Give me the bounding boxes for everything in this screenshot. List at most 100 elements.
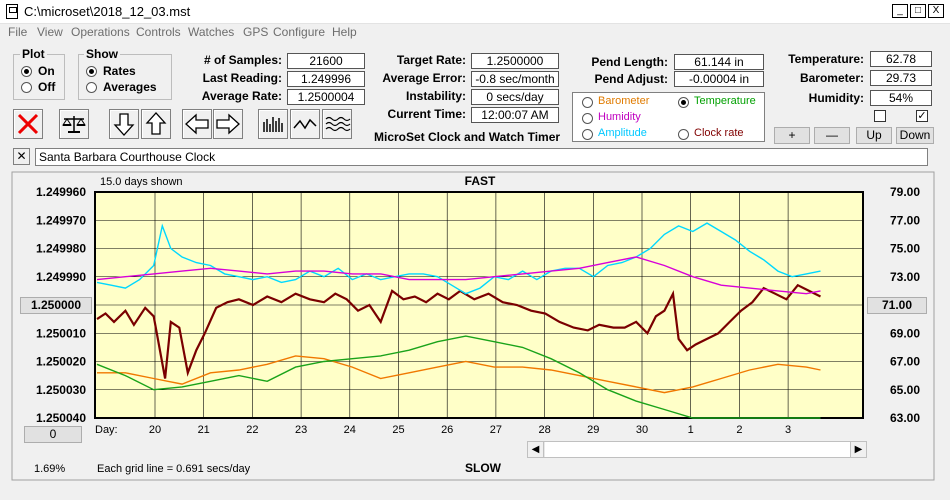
scroll-right-button[interactable]: [213, 109, 243, 139]
line-view-button[interactable]: [290, 109, 320, 139]
menu-operations[interactable]: Operations: [71, 25, 130, 39]
x-tick: 24: [344, 424, 356, 436]
plot-on-label: On: [38, 64, 55, 78]
y-tick-left: 1.249960: [36, 185, 86, 199]
instability-label: Instability:: [405, 89, 466, 103]
x-tick: 28: [538, 424, 550, 436]
barometer-field: 29.73: [870, 70, 932, 86]
show-rates-radio[interactable]: [86, 66, 97, 77]
clock-name-input[interactable]: Santa Barbara Courthouse Clock: [35, 148, 928, 166]
stop-button[interactable]: [13, 109, 43, 139]
y-tick-left: 1.250010: [36, 326, 86, 340]
slow-label: SLOW: [465, 461, 502, 475]
y-tick-left: 1.249970: [36, 213, 86, 227]
menu-controls[interactable]: Controls: [136, 25, 181, 39]
clock-rate-label: Clock rate: [694, 127, 744, 139]
temperature-radio[interactable]: [678, 97, 689, 108]
red-x-icon: [17, 113, 39, 135]
horizontal-scrollbar[interactable]: ◀ ▶: [527, 441, 867, 458]
y-tick-right: 77.00: [890, 213, 920, 227]
day-axis-label: Day:: [95, 424, 118, 436]
right-axis-button[interactable]: 71.00: [867, 297, 927, 314]
x-tick: 22: [246, 424, 258, 436]
clear-clock-name-button[interactable]: ✕: [13, 148, 30, 165]
show-group: [78, 54, 172, 100]
y-tick-left: 1.250030: [36, 383, 86, 397]
y-tick-right: 67.00: [890, 355, 920, 369]
last-reading-field: 1.249996: [287, 71, 365, 87]
series-line: [96, 222, 821, 295]
barometer-env-label: Barometer:: [799, 71, 864, 85]
barometer-radio[interactable]: [582, 97, 593, 108]
temperature-env-label: Temperature:: [788, 52, 864, 66]
minus-button[interactable]: —: [814, 127, 850, 144]
wave-view-button[interactable]: [322, 109, 352, 139]
x-tick: 29: [587, 424, 599, 436]
arrow-left-icon: [185, 113, 209, 135]
percent-label: 1.69%: [34, 463, 65, 475]
app-caption: MicroSet Clock and Watch Timer: [374, 130, 561, 144]
average-error-field: -0.8 sec/month: [471, 71, 559, 87]
plus-button[interactable]: +: [774, 127, 810, 144]
option-checkbox-2[interactable]: ✓: [916, 110, 928, 122]
show-averages-radio[interactable]: [86, 82, 97, 93]
series-line: [96, 335, 821, 419]
x-tick: 27: [490, 424, 502, 436]
pend-length-field: 61.144 in: [674, 54, 764, 70]
scrollbar-thumb[interactable]: [545, 442, 850, 457]
center-rate-button[interactable]: 1.250000: [20, 297, 92, 314]
series-line: [97, 355, 821, 394]
show-rates-label: Rates: [103, 64, 136, 78]
y-tick-right: 79.00: [890, 185, 920, 199]
plot-off-radio[interactable]: [21, 82, 32, 93]
fast-label: FAST: [465, 174, 496, 188]
line-graph-icon: [293, 118, 317, 130]
average-error-label: Average Error:: [382, 71, 466, 85]
menu-bar: File View Operations Controls Watches GP…: [0, 24, 950, 42]
menu-view[interactable]: View: [37, 25, 63, 39]
x-tick: 23: [295, 424, 307, 436]
close-button[interactable]: X: [928, 4, 944, 18]
amplitude-radio[interactable]: [582, 129, 593, 140]
clock-rate-radio[interactable]: [678, 129, 689, 140]
title-bar: C:\microset\2018_12_03.mst _ □ X: [0, 0, 950, 24]
maximize-button[interactable]: □: [910, 4, 926, 18]
histogram-icon: [263, 117, 283, 132]
humidity-label: Humidity: [598, 111, 641, 123]
humidity-radio[interactable]: [582, 113, 593, 124]
series-line: [96, 283, 821, 379]
up-button[interactable]: Up: [856, 127, 892, 144]
option-checkbox-1[interactable]: [874, 110, 886, 122]
window-title: C:\microset\2018_12_03.mst: [24, 4, 191, 19]
average-rate-field: 1.2500004: [287, 89, 365, 105]
scroll-up-button[interactable]: [141, 109, 171, 139]
balance-scale-icon: [62, 116, 86, 133]
humidity-env-label: Humidity:: [808, 91, 864, 105]
days-shown-label: 15.0 days shown: [100, 176, 183, 188]
down-button[interactable]: Down: [896, 127, 934, 144]
humidity-field: 54%: [870, 90, 932, 106]
offset-button[interactable]: 0: [24, 426, 82, 443]
scroll-left-icon[interactable]: ◀: [528, 442, 544, 457]
histogram-view-button[interactable]: [258, 109, 288, 139]
arrow-up-icon: [145, 112, 167, 135]
y-tick-left: 1.249980: [36, 242, 86, 256]
scroll-left-button[interactable]: [182, 109, 212, 139]
scroll-down-button[interactable]: [109, 109, 139, 139]
balance-button[interactable]: [59, 109, 89, 139]
menu-watches[interactable]: Watches: [188, 25, 235, 39]
menu-configure[interactable]: Configure: [273, 25, 326, 39]
y-tick-right: 65.00: [890, 383, 920, 397]
minimize-button[interactable]: _: [892, 4, 908, 18]
x-tick: 21: [198, 424, 210, 436]
last-reading-label: Last Reading:: [202, 71, 282, 85]
menu-file[interactable]: File: [8, 25, 28, 39]
pend-adjust-field: -0.00004 in: [674, 71, 764, 87]
x-tick: 1: [688, 424, 694, 436]
plot-on-radio[interactable]: [21, 66, 32, 77]
scroll-right-icon[interactable]: ▶: [850, 442, 866, 457]
average-rate-label: Average Rate:: [201, 89, 282, 103]
menu-gps[interactable]: GPS: [243, 25, 269, 39]
menu-help[interactable]: Help: [332, 25, 357, 39]
samples-field: 21600: [287, 53, 365, 69]
